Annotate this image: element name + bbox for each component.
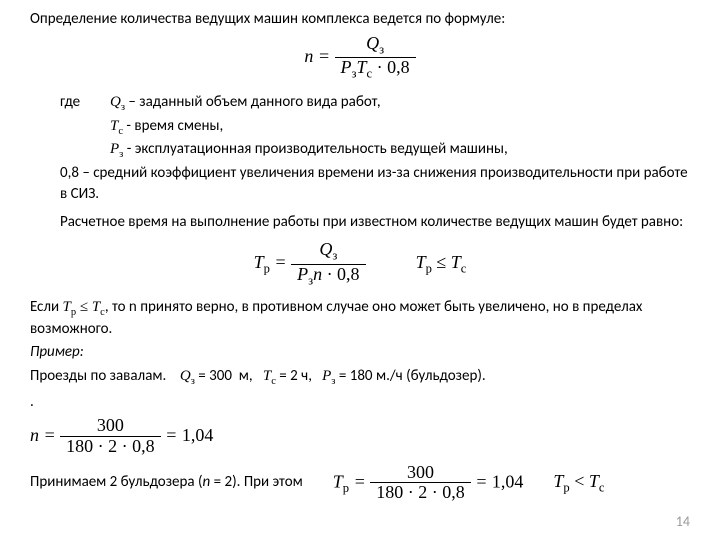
where-block: где Qз – заданный объем данного вида раб… xyxy=(60,92,690,205)
formula-row-tp: Tp = Qз Pзn · 0,8 Tp ≤ Tc xyxy=(30,240,690,288)
page: Определение количества ведущих машин ком… xyxy=(0,0,720,540)
where-row-1: где Qз – заданный объем данного вида раб… xyxy=(60,92,690,116)
if-line-text: , то n принято верно, в противном случае… xyxy=(30,298,642,338)
where-text-3: Pз - эксплуатационная производительность… xyxy=(110,139,690,163)
example-line: Проезды по завалам. Qз = 300 м, Tc = 2 ч… xyxy=(30,367,690,389)
formula-tp-ineq: Tp ≤ Tc xyxy=(416,252,467,277)
calc1: n = 300 180 · 2 · 0,8 = 1,04 xyxy=(30,416,690,457)
accept-line: Принимаем 2 бульдозера (n = 2). При этом… xyxy=(30,463,690,504)
page-number: 14 xyxy=(676,513,690,530)
where-row-3: Pз - эксплуатационная производительность… xyxy=(60,139,690,163)
formula-tp: Tp = Qз Pзn · 0,8 xyxy=(254,240,366,288)
calc2: Tp = 300 180 · 2 · 0,8 = 1,04 xyxy=(333,463,524,504)
final-ineq: Tp < Tc xyxy=(553,470,604,496)
example-label: Пример: xyxy=(30,343,690,363)
where-label: где xyxy=(60,92,110,113)
where-row-2: Tc - время смены, xyxy=(60,116,690,140)
formula-n: n = Qз PзTc · 0,8 xyxy=(304,46,415,66)
where-text-2: Tc - время смены, xyxy=(110,116,690,140)
para-calc-time: Расчетное время на выполнение работы при… xyxy=(60,213,690,233)
dot-line: . xyxy=(30,393,690,413)
where-text-1: Qз – заданный объем данного вида работ, xyxy=(110,92,690,116)
where-text-4: 0,8 – средний коэффициент увеличения вре… xyxy=(60,163,690,205)
if-line: Если Tp ≤ Tc, то n принято верно, в прот… xyxy=(30,298,690,339)
page-title: Определение количества ведущих машин ком… xyxy=(30,10,690,28)
formula-main: n = Qз PзTc · 0,8 xyxy=(30,34,690,82)
